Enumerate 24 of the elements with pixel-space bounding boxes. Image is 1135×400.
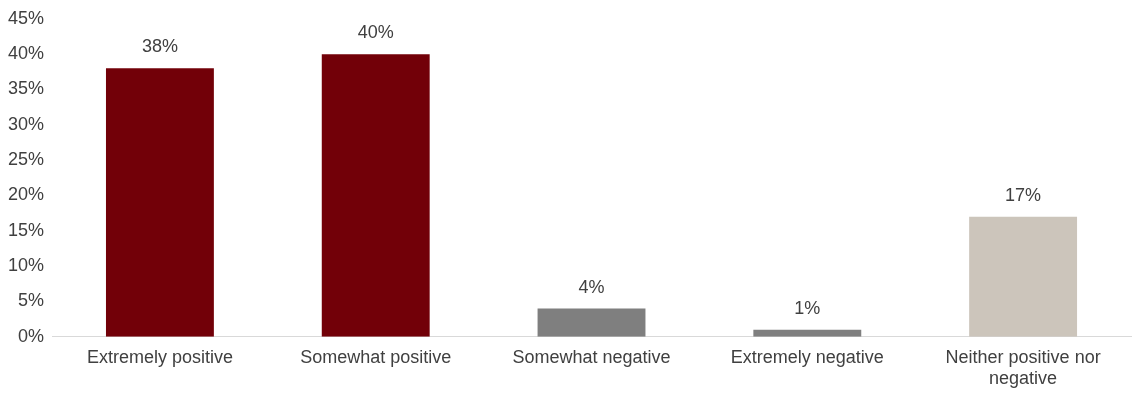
bar	[105, 68, 214, 337]
x-tick-label: Somewhat negative	[512, 346, 671, 367]
x-tick-label: Somewhat positive	[300, 346, 452, 367]
data-label: 17%	[1005, 184, 1042, 205]
data-label: 38%	[141, 36, 178, 57]
y-tick-label: 0%	[18, 325, 45, 346]
y-tick-label: 40%	[8, 43, 45, 64]
x-tick-label: Neither positive nor negative	[945, 346, 1101, 389]
bar	[321, 54, 430, 337]
y-tick-label: 15%	[8, 219, 45, 240]
data-label: 4%	[578, 276, 605, 297]
y-tick-label: 45%	[8, 7, 45, 28]
y-tick-label: 10%	[8, 255, 45, 276]
data-label: 40%	[357, 22, 394, 43]
y-tick-label: 20%	[8, 184, 45, 205]
bar	[969, 216, 1078, 337]
y-tick-label: 35%	[8, 78, 45, 99]
y-tick-label: 25%	[8, 149, 45, 170]
y-tick-label: 5%	[18, 290, 45, 311]
data-label: 1%	[794, 297, 821, 318]
x-tick-label: Extremely positive	[86, 346, 233, 367]
bar	[537, 308, 646, 337]
y-tick-label: 30%	[8, 113, 45, 134]
x-tick-label: Extremely negative	[730, 346, 884, 367]
